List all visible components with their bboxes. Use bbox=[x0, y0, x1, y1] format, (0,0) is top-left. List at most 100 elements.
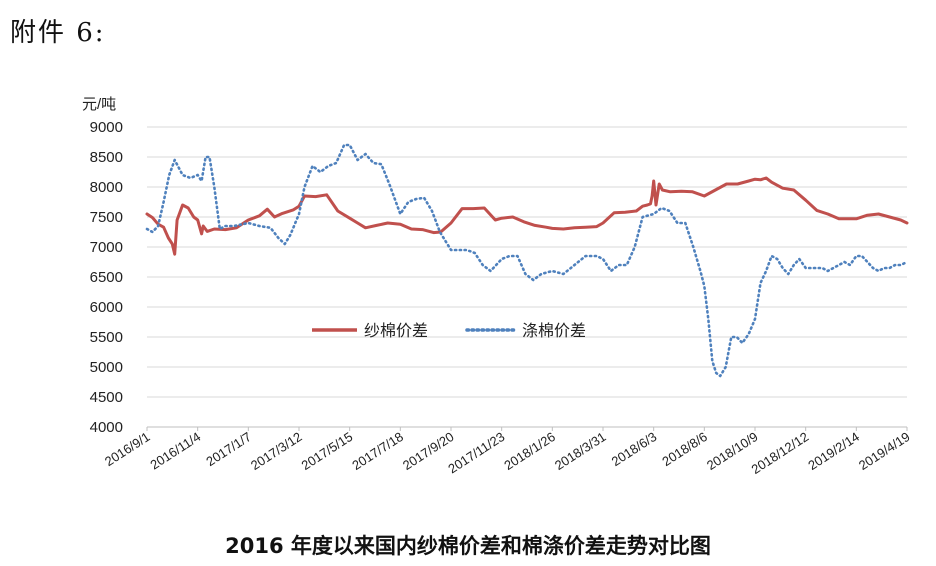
data-point bbox=[213, 186, 215, 188]
legend: 纱棉价差 涤棉价差 bbox=[312, 321, 586, 340]
data-point bbox=[193, 216, 195, 218]
data-point bbox=[855, 218, 857, 220]
data-point bbox=[209, 156, 211, 158]
x-tick-label: 2017/7/18 bbox=[349, 429, 406, 473]
data-point bbox=[380, 163, 382, 165]
data-point bbox=[634, 246, 636, 248]
data-point bbox=[349, 144, 351, 146]
legend-label-yarn-cotton: 纱棉价差 bbox=[364, 321, 428, 340]
data-point bbox=[782, 187, 784, 189]
y-tick-label: 8500 bbox=[90, 149, 123, 166]
series-points bbox=[146, 144, 908, 377]
data-point bbox=[512, 216, 514, 218]
data-point bbox=[163, 226, 165, 228]
data-point bbox=[574, 227, 576, 229]
data-point bbox=[669, 210, 671, 212]
data-point bbox=[509, 255, 511, 257]
data-point bbox=[197, 219, 199, 221]
x-tick-label: 2017/5/15 bbox=[299, 429, 356, 473]
data-point bbox=[707, 318, 709, 320]
data-point bbox=[365, 153, 367, 155]
data-point bbox=[653, 180, 655, 182]
data-point bbox=[849, 218, 851, 220]
y-tick-label: 7000 bbox=[90, 239, 123, 256]
data-point bbox=[741, 342, 743, 344]
data-point bbox=[152, 217, 154, 219]
data-point bbox=[466, 249, 468, 251]
data-point bbox=[602, 258, 604, 260]
data-point bbox=[201, 180, 203, 182]
data-point bbox=[771, 255, 773, 257]
data-point bbox=[692, 191, 694, 193]
data-point bbox=[270, 227, 272, 229]
data-point bbox=[259, 215, 261, 217]
data-point bbox=[655, 204, 657, 206]
data-point bbox=[765, 177, 767, 179]
data-point bbox=[174, 253, 176, 255]
data-point bbox=[293, 209, 295, 211]
data-point bbox=[737, 183, 739, 185]
data-point bbox=[433, 232, 435, 234]
data-point bbox=[337, 210, 339, 212]
data-point bbox=[315, 196, 317, 198]
data-point bbox=[472, 208, 474, 210]
data-point bbox=[844, 261, 846, 263]
data-point bbox=[878, 270, 880, 272]
data-point bbox=[703, 285, 705, 287]
data-point bbox=[715, 189, 717, 191]
data-point bbox=[805, 267, 807, 269]
data-point bbox=[596, 226, 598, 228]
data-point bbox=[319, 171, 321, 173]
data-point bbox=[551, 270, 553, 272]
data-point bbox=[776, 258, 778, 260]
data-point bbox=[832, 267, 834, 269]
data-point bbox=[793, 189, 795, 191]
data-point bbox=[760, 179, 762, 181]
data-point bbox=[798, 258, 800, 260]
data-point bbox=[152, 231, 154, 233]
data-point bbox=[482, 264, 484, 266]
data-point bbox=[236, 227, 238, 229]
data-point bbox=[439, 231, 441, 233]
data-point bbox=[736, 336, 738, 338]
data-point bbox=[201, 233, 203, 235]
data-point bbox=[585, 226, 587, 228]
chart-caption: 2016 年度以来国内纱棉价差和棉涤价差走势对比图 bbox=[225, 534, 711, 558]
x-tick-label: 2017/11/23 bbox=[445, 429, 507, 476]
data-point bbox=[187, 207, 189, 209]
data-point bbox=[838, 218, 840, 220]
data-point bbox=[163, 201, 165, 203]
data-point bbox=[754, 178, 756, 180]
data-point bbox=[259, 225, 261, 227]
data-point bbox=[233, 225, 235, 227]
y-tick-label: 6500 bbox=[90, 269, 123, 286]
data-point bbox=[872, 267, 874, 269]
data-point bbox=[532, 279, 534, 281]
data-point bbox=[730, 336, 732, 338]
data-point bbox=[219, 228, 221, 230]
data-point bbox=[692, 246, 694, 248]
data-point bbox=[182, 174, 184, 176]
data-point bbox=[534, 225, 536, 227]
data-point bbox=[635, 210, 637, 212]
data-point bbox=[423, 197, 425, 199]
data-point bbox=[474, 252, 476, 254]
data-point bbox=[349, 217, 351, 219]
y-tick-label: 7500 bbox=[90, 209, 123, 226]
data-point bbox=[373, 162, 375, 164]
data-point bbox=[610, 270, 612, 272]
data-point bbox=[849, 264, 851, 266]
data-point bbox=[304, 186, 306, 188]
data-point bbox=[205, 156, 207, 158]
data-point bbox=[650, 203, 652, 205]
data-point bbox=[894, 264, 896, 266]
data-point bbox=[450, 222, 452, 224]
series-line-yarn-cotton bbox=[145, 176, 909, 256]
data-point bbox=[365, 227, 367, 229]
data-point bbox=[754, 318, 756, 320]
data-point bbox=[343, 144, 345, 146]
data-point bbox=[224, 225, 226, 227]
data-point bbox=[298, 213, 300, 215]
data-point bbox=[838, 264, 840, 266]
